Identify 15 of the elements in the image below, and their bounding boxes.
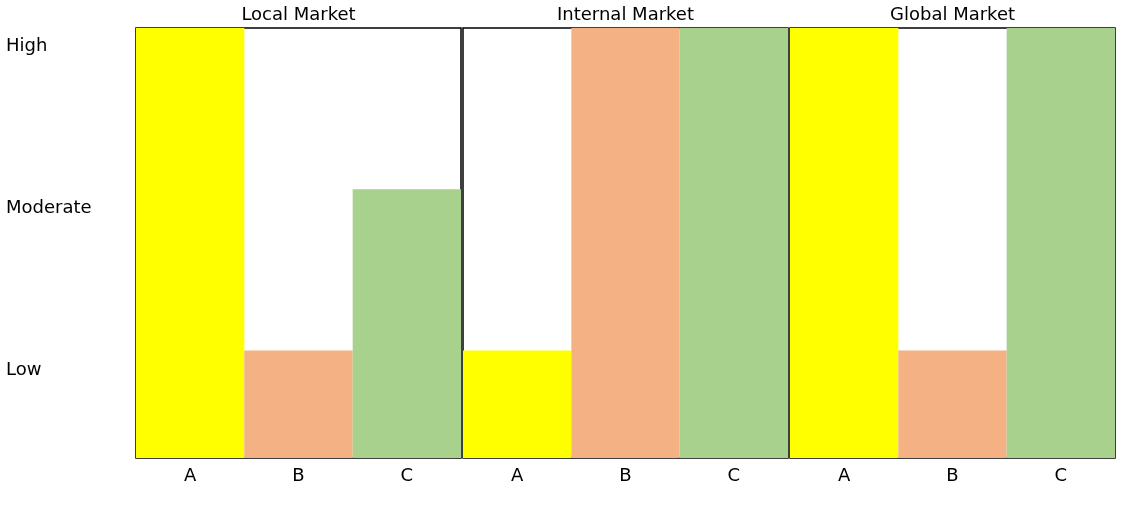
x-tick-label: A [838,463,851,485]
x-tick-label: A [511,463,524,485]
chart-title: Global Market [889,3,1016,24]
text: High [6,34,48,55]
chart-title: Local Market [241,3,356,24]
x-tick-label: C [400,463,414,485]
x-tick-label: B [619,463,632,485]
text: Low [6,358,42,379]
chart-title: Internal Market [557,3,694,24]
x-tick-label: C [1054,463,1068,485]
text: Moderate [6,196,92,217]
x-tick-label: A [184,463,197,485]
x-tick-label: B [946,463,959,485]
x-tick-label: C [727,463,741,485]
x-tick-label: B [292,463,305,485]
